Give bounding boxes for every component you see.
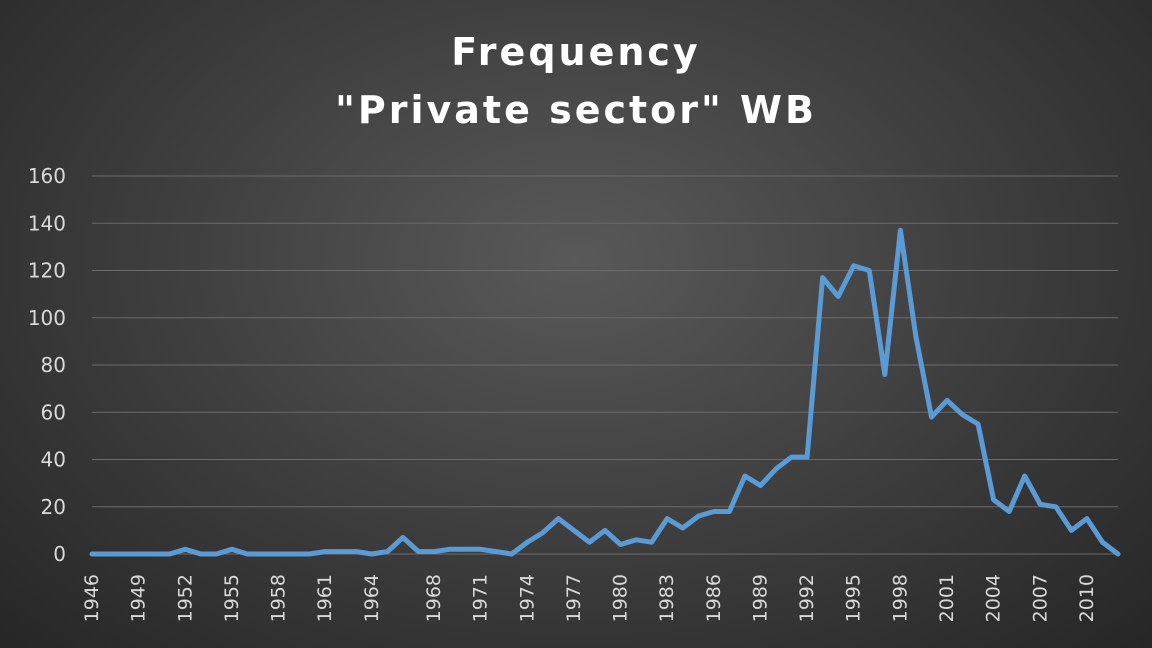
x-tick-label: 1968	[423, 574, 445, 622]
x-tick-label: 1961	[314, 574, 336, 622]
x-tick-label: 1986	[703, 574, 725, 622]
x-tick-label: 1974	[516, 574, 538, 622]
y-tick-label: 20	[41, 495, 66, 519]
x-tick-label: 1995	[843, 574, 865, 622]
x-tick-label: 1971	[470, 574, 492, 622]
y-tick-label: 60	[41, 400, 66, 424]
x-tick-label: 1952	[174, 574, 196, 622]
x-tick-label: 1964	[361, 574, 383, 622]
x-tick-label: 1989	[749, 574, 771, 622]
x-tick-label: 1958	[268, 574, 290, 622]
x-tick-label: 1946	[81, 574, 103, 622]
y-tick-label: 0	[53, 542, 66, 566]
x-tick-label: 1992	[796, 574, 818, 622]
x-tick-label: 2007	[1029, 574, 1051, 622]
y-tick-label: 120	[28, 259, 66, 283]
y-tick-label: 100	[28, 306, 66, 330]
series-line	[89, 227, 1121, 557]
x-tick-label: 2001	[936, 574, 958, 622]
x-tick-label: 1949	[128, 574, 150, 622]
x-tick-label: 1998	[889, 574, 911, 622]
chart-subtitle: "Private sector" WB	[335, 88, 817, 132]
y-tick-label: 40	[41, 448, 66, 472]
x-tick-label: 1977	[563, 574, 585, 622]
y-tick-label: 80	[41, 353, 66, 377]
x-tick-label: 1980	[610, 574, 632, 622]
x-tick-label: 1983	[656, 574, 678, 622]
y-tick-label: 140	[28, 211, 66, 235]
x-tick-label: 1955	[221, 574, 243, 622]
y-tick-label: 160	[28, 164, 66, 188]
x-tick-label: 2010	[1076, 574, 1098, 622]
chart-title: Frequency	[451, 30, 701, 74]
x-tick-label: 2004	[983, 574, 1005, 622]
